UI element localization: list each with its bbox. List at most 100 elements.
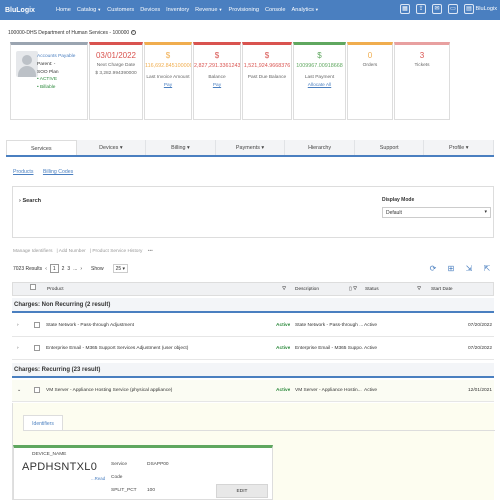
page-1[interactable]: 1 <box>49 264 59 273</box>
manage-identifiers-button[interactable]: Manage Identifiers <box>13 249 53 254</box>
edit-button[interactable]: EDIT <box>216 484 268 498</box>
chevron-down-icon: ▼ <box>314 7 319 12</box>
column-product[interactable]: Product <box>47 287 64 292</box>
column-status[interactable]: Status <box>365 287 379 292</box>
brand-logo[interactable]: BluLogix <box>5 6 35 14</box>
pay-balance-link[interactable]: Pay <box>212 83 222 88</box>
user-menu[interactable]: BluLogix <box>475 6 497 12</box>
row-badge: Active <box>276 388 291 393</box>
nav-devices[interactable]: Devices <box>140 7 161 13</box>
stat-card-tickets[interactable]: 3 Tickets <box>394 42 450 120</box>
column-description[interactable]: Description <box>295 287 319 292</box>
add-icon[interactable]: ⊞ <box>447 264 455 273</box>
account-parent: Parent: - <box>37 61 56 67</box>
results-count: 7023 Results <box>13 265 43 272</box>
tab-hierarchy[interactable]: Hierarchy <box>285 140 355 155</box>
row-checkbox[interactable] <box>34 380 40 402</box>
allocate-all-link[interactable]: Allocate All <box>307 83 332 88</box>
page-3[interactable]: 3 <box>67 265 71 272</box>
row-description: VM Server - Appliance Hostin... <box>295 388 362 393</box>
device-name: APDHSNTXL0 <box>22 461 98 473</box>
more-icon[interactable]: ••• <box>147 249 153 254</box>
bookmark-icon[interactable]: ▤ <box>464 4 474 14</box>
subtab-billing-codes[interactable]: Billing Codes <box>42 169 74 175</box>
upload-icon[interactable]: ⇪ <box>416 4 426 14</box>
pay-invoice-link[interactable]: Pay <box>163 83 173 88</box>
stat-card-past-due: $ 1,521,924.9668376 Past Due Balance <box>242 42 292 120</box>
table-row[interactable]: › State Network - Pass-through Adjustmen… <box>12 315 494 337</box>
table-row[interactable]: › Enterprise Email - M365 Support Servic… <box>12 338 494 360</box>
display-mode-label: Display Mode <box>382 197 415 203</box>
sub-tabs: Products Billing Codes <box>13 169 81 175</box>
account-type-link[interactable]: Accounts Payable <box>37 54 76 59</box>
filter-icon[interactable]: ⛛ <box>417 287 422 292</box>
nav-console[interactable]: Console <box>265 7 286 13</box>
row-checkbox[interactable] <box>34 315 40 337</box>
tab-billing[interactable]: Billing ▾ <box>146 140 216 155</box>
nav-inventory[interactable]: Inventory <box>166 7 190 13</box>
expand-icon[interactable]: › <box>17 323 19 328</box>
refresh-icon[interactable]: ⟳ <box>429 264 437 273</box>
device-name-label: DEVICE_NAME <box>32 452 67 457</box>
table-row[interactable]: ⌄ VM Server - Appliance Hosting Service … <box>12 380 494 402</box>
display-mode-select[interactable]: Default ▾ <box>382 207 491 218</box>
nav-customers[interactable]: Customers <box>107 7 135 13</box>
column-start-date[interactable]: Start Date <box>431 287 453 292</box>
expand-icon[interactable]: › <box>17 346 19 351</box>
calendar-icon[interactable]: ▦ <box>400 4 410 14</box>
info-icon[interactable]: i <box>130 30 136 36</box>
row-description: State Network - Pass-through ... <box>295 323 363 328</box>
next-page-icon[interactable]: › <box>80 265 83 272</box>
stat-card-last-payment: $ 1009967.00918668 Last Payment Allocate… <box>293 42 346 120</box>
stat-card-balance: $ 2,827,291.3361243 Balance Pay <box>193 42 241 120</box>
page-2[interactable]: 2 <box>61 265 65 272</box>
filter-icon[interactable]: ⛛ <box>282 287 287 292</box>
export-icon[interactable]: ⇲ <box>465 264 473 273</box>
nav-revenue[interactable]: Revenue▼ <box>195 7 223 13</box>
nav-icon-group: ▦ ⇪ ✉ ▭ ▤ <box>400 4 474 14</box>
action-bar: Manage Identifiers | Add Number | Product … <box>13 249 153 254</box>
row-badge: Active <box>276 346 291 351</box>
add-number-button[interactable]: Add Number <box>58 249 86 254</box>
status-badge-active: • ACTIVE <box>37 77 58 83</box>
tab-profile[interactable]: Profile ▾ <box>424 140 495 155</box>
nav-analytics[interactable]: Analytics▼ <box>291 7 319 13</box>
page-size-select[interactable]: 25 ▾ <box>112 264 129 273</box>
filter-icon[interactable]: ▯ ⛛ <box>349 287 358 292</box>
row-product: Enterprise Email - M365 Support Services… <box>46 346 189 351</box>
product-service-history-button[interactable]: Product Service History <box>92 249 143 254</box>
tab-identifiers[interactable]: Identifiers <box>23 415 63 431</box>
stat-card-next-charge: 03/01/2022 Next Charge Date $ 3,282.9943… <box>89 42 143 120</box>
chat-icon[interactable]: ▭ <box>448 4 458 14</box>
search-toggle[interactable]: › Search <box>19 198 42 204</box>
nav-home[interactable]: Home <box>56 7 71 13</box>
row-checkbox[interactable] <box>34 338 40 360</box>
pager: 7023 Results ‹ 1 2 3 ... › Show 25 ▾ <box>13 264 129 273</box>
tab-devices[interactable]: Devices ▾ <box>77 140 147 155</box>
top-navbar: BluLogix Home Catalog▼ Customers Devices… <box>0 0 500 20</box>
chevron-down-icon: ▾ <box>465 145 469 151</box>
bell-icon[interactable]: ✉ <box>432 4 442 14</box>
stat-card-orders[interactable]: 0 Orders <box>347 42 393 120</box>
subtab-products[interactable]: Products <box>13 169 34 175</box>
page-title: 100000-DHS Department of Human Services … <box>8 30 136 36</box>
row-date: 07/20/2022 <box>468 323 493 328</box>
collapse-icon[interactable]: ⌄ <box>17 388 22 393</box>
prev-page-icon[interactable]: ‹ <box>45 265 47 272</box>
page-ellipsis: ... <box>73 265 78 272</box>
tab-payments[interactable]: Payments ▾ <box>216 140 286 155</box>
row-status: Active <box>364 346 378 351</box>
service-label: Service <box>111 462 127 467</box>
group-header-non-recurring[interactable]: Charges: Non Recurring (2 result) <box>12 298 494 313</box>
select-all-checkbox[interactable] <box>30 284 36 290</box>
stat-card-last-invoice: $ 116,692.8451000000 Last Invoice Amount… <box>144 42 192 120</box>
nav-provisioning[interactable]: Provisioning <box>228 7 259 13</box>
tab-support[interactable]: Support <box>355 140 425 155</box>
group-header-recurring[interactable]: Charges: Recurring (23 result) <box>12 363 494 378</box>
external-link-icon[interactable]: ⇱ <box>483 264 491 273</box>
split-pct-value: 100 <box>147 488 156 493</box>
nav-catalog[interactable]: Catalog▼ <box>76 7 102 13</box>
tab-services[interactable]: Services <box>6 140 77 155</box>
read-more-link[interactable]: ...Read <box>91 476 106 481</box>
chevron-right-icon: › <box>19 198 21 204</box>
